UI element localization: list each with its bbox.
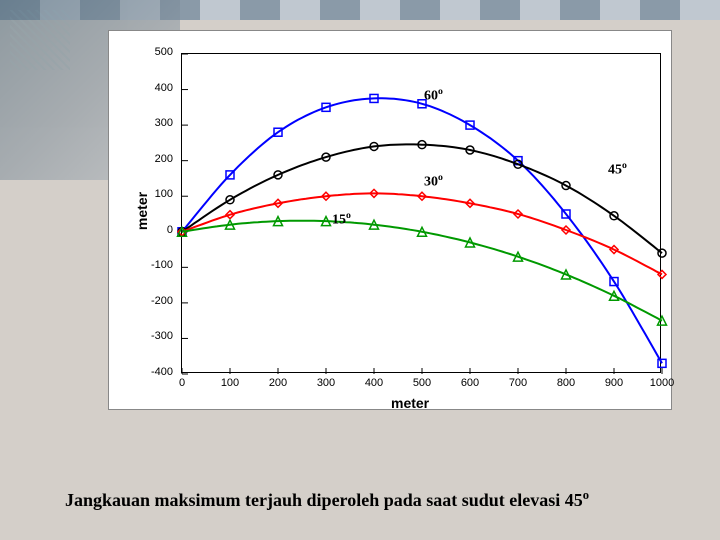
x-tick-label: 200 <box>265 377 291 389</box>
series-label-60deg: 60o <box>424 86 443 105</box>
y-tick-label: 300 <box>155 117 173 129</box>
y-tick-label: -400 <box>151 366 173 378</box>
x-tick-label: 400 <box>361 377 387 389</box>
x-tick-label: 500 <box>409 377 435 389</box>
x-tick-label: 0 <box>169 377 195 389</box>
y-tick-label: -200 <box>151 295 173 307</box>
series-label-30deg: 30o <box>424 172 443 191</box>
x-tick-label: 100 <box>217 377 243 389</box>
x-axis-title: meter <box>391 395 429 411</box>
y-tick-label: 200 <box>155 153 173 165</box>
y-tick-label: 500 <box>155 46 173 58</box>
y-tick-label: -300 <box>151 330 173 342</box>
plot-area <box>181 53 661 373</box>
y-tick-label: 100 <box>155 188 173 200</box>
y-tick-label: -100 <box>151 259 173 271</box>
plot-svg <box>182 54 662 374</box>
y-tick-label: 400 <box>155 82 173 94</box>
series-label-15deg: 15o <box>332 210 351 229</box>
x-tick-label: 700 <box>505 377 531 389</box>
x-tick-label: 1000 <box>649 377 675 389</box>
x-tick-label: 300 <box>313 377 339 389</box>
y-axis-title: meter <box>134 192 150 230</box>
caption-text: Jangkauan maksimum terjauh diperoleh pad… <box>65 488 589 511</box>
series-label-45deg: 45o <box>608 160 627 179</box>
x-tick-label: 600 <box>457 377 483 389</box>
x-tick-label: 800 <box>553 377 579 389</box>
y-tick-label: 0 <box>167 224 173 236</box>
x-tick-label: 900 <box>601 377 627 389</box>
chart-container: meter meter 0 100 200 300 400 500 600 700 800 900… <box>108 30 672 410</box>
